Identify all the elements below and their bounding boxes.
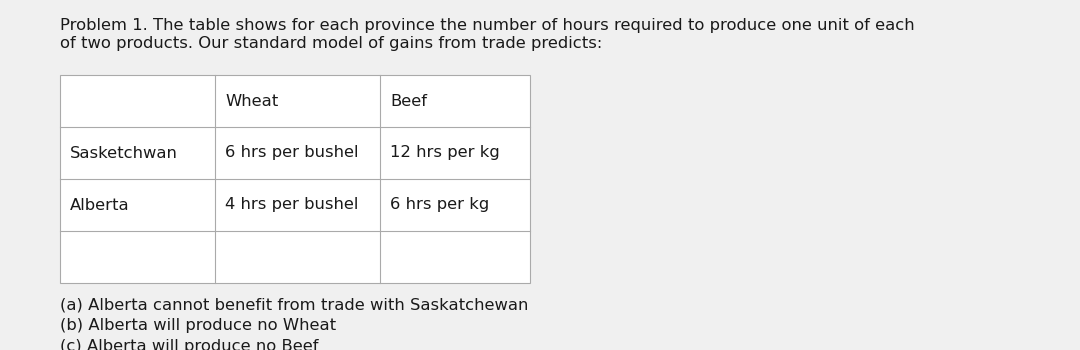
Text: (a) Alberta cannot benefit from trade with Saskatchewan: (a) Alberta cannot benefit from trade wi… xyxy=(60,297,528,312)
Text: Wheat: Wheat xyxy=(225,93,279,108)
Text: 6 hrs per bushel: 6 hrs per bushel xyxy=(225,146,359,161)
Text: of two products. Our standard model of gains from trade predicts:: of two products. Our standard model of g… xyxy=(60,36,603,51)
Text: 12 hrs per kg: 12 hrs per kg xyxy=(390,146,500,161)
Text: Beef: Beef xyxy=(390,93,427,108)
Text: Alberta: Alberta xyxy=(70,197,130,212)
Text: (c) Alberta will produce no Beef: (c) Alberta will produce no Beef xyxy=(60,339,319,350)
Text: 6 hrs per kg: 6 hrs per kg xyxy=(390,197,489,212)
Bar xyxy=(60,75,530,283)
Text: Problem 1. The table shows for each province the number of hours required to pro: Problem 1. The table shows for each prov… xyxy=(60,18,915,33)
Text: Sasketchwan: Sasketchwan xyxy=(70,146,178,161)
Text: 4 hrs per bushel: 4 hrs per bushel xyxy=(225,197,359,212)
Text: (b) Alberta will produce no Wheat: (b) Alberta will produce no Wheat xyxy=(60,318,336,333)
